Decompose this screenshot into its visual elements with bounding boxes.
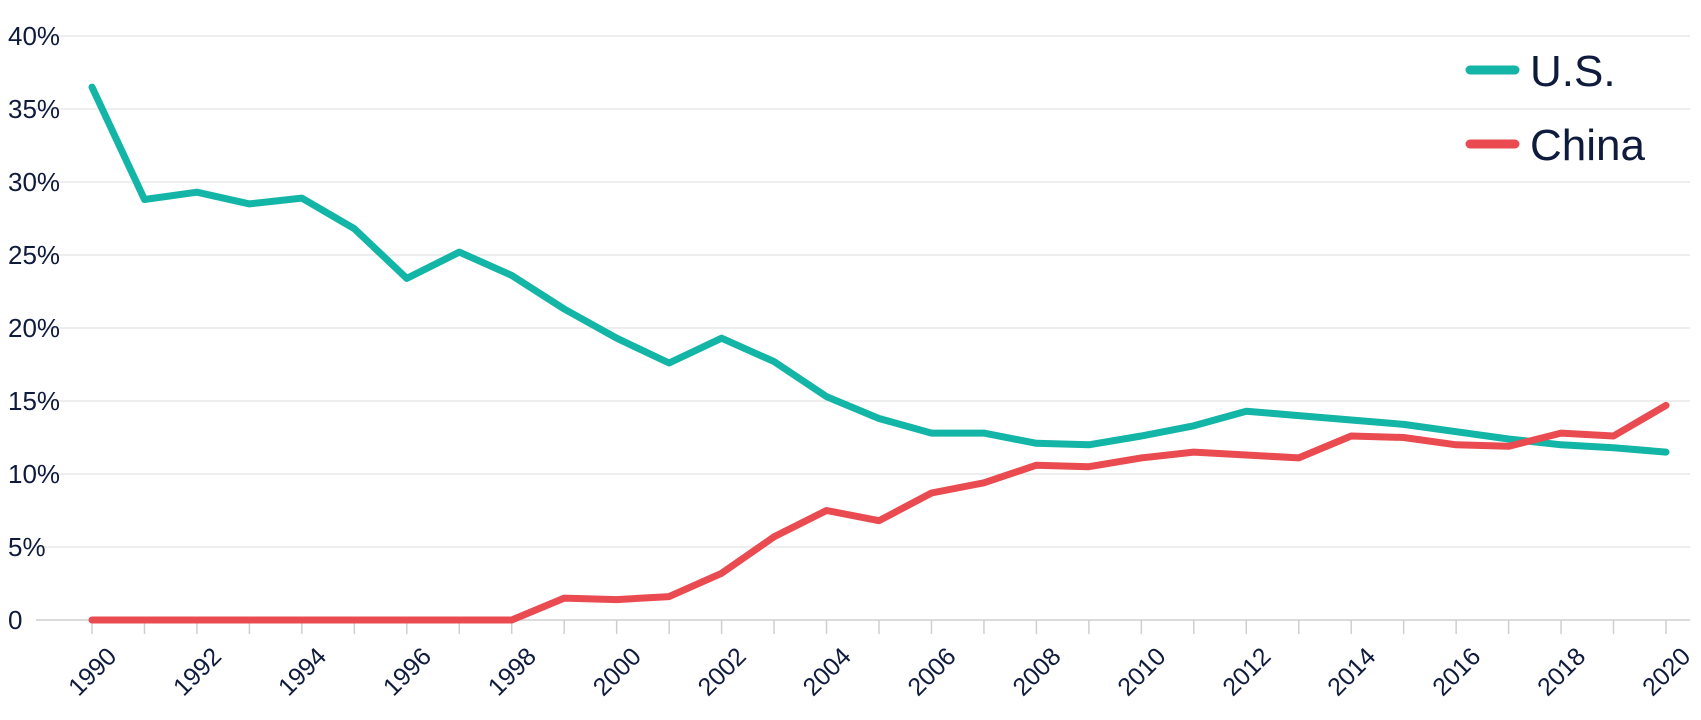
x-tick-label: 2018 (1532, 642, 1591, 701)
x-tick-label: 1998 (483, 642, 542, 701)
y-tick-label: 40% (8, 21, 60, 51)
y-axis-tick-labels: 0 5% 10% 15% 20% 25% 30% 35% 40% (8, 21, 60, 635)
x-tick-label: 1994 (273, 642, 332, 701)
y-tick-label: 0 (8, 605, 22, 635)
y-tick-label: 10% (8, 459, 60, 489)
series-lines (88, 83, 1670, 624)
y-tick-label: 25% (8, 240, 60, 270)
x-tick-label: 2000 (588, 642, 647, 701)
x-tick-label: 2008 (1007, 642, 1066, 701)
x-tick-label: 2020 (1637, 642, 1696, 701)
legend-label-us: U.S. (1530, 47, 1616, 96)
x-tick-label: 2014 (1322, 642, 1381, 701)
y-tick-label: 5% (8, 532, 46, 562)
y-tick-label: 20% (8, 313, 60, 343)
grid-lines (36, 35, 1690, 548)
x-tick-label: 1990 (63, 642, 122, 701)
y-tick-label: 15% (8, 386, 60, 416)
y-tick-label: 35% (8, 94, 60, 124)
series-line-china (88, 401, 1670, 624)
x-tick-label: 2010 (1112, 642, 1171, 701)
x-tick-label: 1996 (378, 642, 437, 701)
legend: U.S. China (1465, 47, 1645, 170)
x-tick-label: 2016 (1427, 642, 1486, 701)
legend-label-china: China (1530, 121, 1645, 170)
x-tick-label: 2012 (1217, 642, 1276, 701)
x-tick-label: 1992 (168, 642, 227, 701)
x-tick-label: 2006 (902, 642, 961, 701)
y-tick-label: 30% (8, 167, 60, 197)
x-tick-label: 2002 (693, 642, 752, 701)
x-tick-label: 2004 (798, 642, 857, 701)
series-line-us (88, 83, 1670, 456)
x-axis-tick-labels: 1990 1992 1994 1996 1998 2000 2002 2004 2006 2008… (63, 642, 1696, 701)
